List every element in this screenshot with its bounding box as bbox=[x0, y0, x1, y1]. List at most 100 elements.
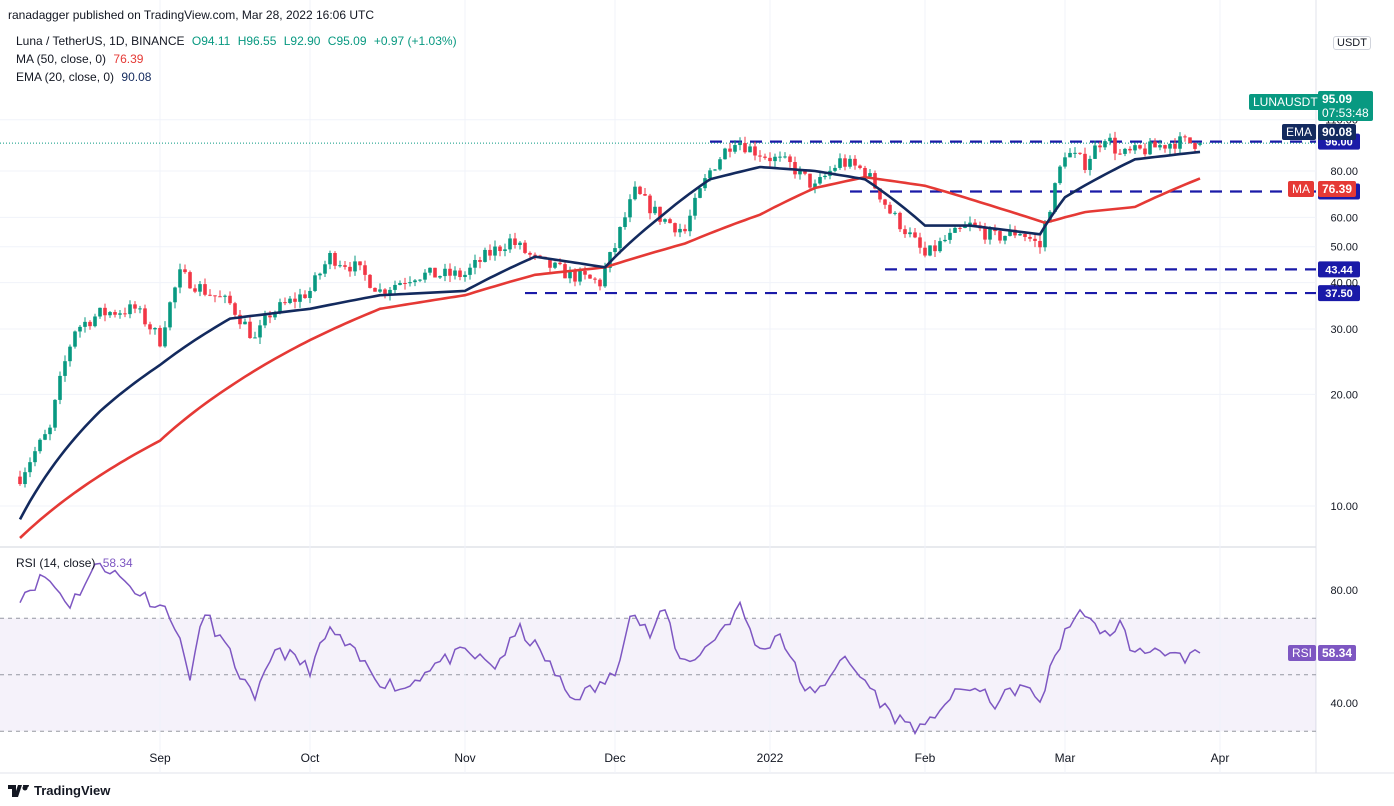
candle-body bbox=[118, 313, 122, 315]
candle-body bbox=[498, 246, 502, 252]
candle-body bbox=[1198, 143, 1202, 145]
candle-body bbox=[443, 268, 447, 277]
ticker-tag: LUNAUSDT bbox=[1249, 94, 1322, 110]
candle-body bbox=[1013, 229, 1017, 236]
candle-body bbox=[358, 261, 362, 266]
candle-body bbox=[328, 253, 332, 265]
symbol-name: Luna / TetherUS, 1D, BINANCE bbox=[16, 34, 185, 48]
candle-body bbox=[663, 219, 667, 222]
candle-body bbox=[578, 270, 582, 282]
candle-body bbox=[493, 246, 497, 256]
price-tick-label: 50.00 bbox=[1330, 242, 1358, 254]
candle-body bbox=[1178, 136, 1182, 149]
candle-body bbox=[1123, 148, 1127, 154]
publisher-line: ranadagger published on TradingView.com,… bbox=[8, 8, 375, 22]
candle-body bbox=[368, 274, 372, 288]
candle-body bbox=[58, 375, 62, 400]
ema-legend-label: EMA (20, close, 0) bbox=[16, 70, 115, 84]
candle-body bbox=[1163, 145, 1167, 149]
candle-body bbox=[953, 227, 957, 233]
candle-body bbox=[658, 206, 662, 222]
candle-body bbox=[938, 241, 942, 252]
candle-body bbox=[133, 304, 137, 309]
candle-body bbox=[503, 249, 507, 252]
ema-tag-value: 90.08 bbox=[1318, 124, 1357, 140]
candle-body bbox=[1098, 145, 1102, 148]
candle-body bbox=[688, 215, 692, 232]
candle-body bbox=[228, 295, 232, 304]
currency-label[interactable]: USDT bbox=[1333, 36, 1371, 50]
time-tick-label: Mar bbox=[1055, 751, 1076, 765]
price-tick-label: 80.00 bbox=[1330, 166, 1358, 178]
candle-body bbox=[103, 307, 107, 316]
candle-body bbox=[1003, 235, 1007, 241]
candle-body bbox=[798, 169, 802, 175]
candle-body bbox=[1033, 238, 1037, 241]
candle-body bbox=[398, 283, 402, 285]
candle-body bbox=[1158, 145, 1162, 148]
candle-body bbox=[788, 156, 792, 163]
candle-body bbox=[198, 284, 202, 292]
tradingview-logo[interactable]: TradingView bbox=[8, 783, 110, 798]
rsi-legend-value: 58.34 bbox=[102, 556, 133, 570]
candle-body bbox=[1058, 166, 1062, 184]
candle-body bbox=[183, 269, 187, 273]
candle-body bbox=[308, 290, 312, 299]
candle-body bbox=[1083, 153, 1087, 170]
candle-body bbox=[823, 175, 827, 178]
price-tick-label: 40.00 bbox=[1330, 278, 1358, 290]
candle-body bbox=[738, 143, 742, 146]
candle-body bbox=[883, 199, 887, 205]
candle-body bbox=[568, 270, 572, 279]
candle-body bbox=[268, 315, 272, 318]
candle-body bbox=[93, 316, 97, 327]
candle-body bbox=[713, 169, 717, 171]
candle-body bbox=[858, 165, 862, 168]
candle-body bbox=[1138, 145, 1142, 149]
candle-body bbox=[833, 167, 837, 171]
tradingview-logo-icon bbox=[8, 784, 29, 797]
candle-body bbox=[558, 262, 562, 265]
candle-body bbox=[673, 223, 677, 233]
candle-body bbox=[1093, 145, 1097, 159]
candle-body bbox=[968, 222, 972, 226]
price-tick-label: 60.00 bbox=[1330, 212, 1358, 224]
candle-body bbox=[273, 312, 277, 318]
candle-body bbox=[318, 273, 322, 276]
candle-body bbox=[83, 321, 87, 327]
candle-body bbox=[163, 327, 167, 347]
close-value: C95.09 bbox=[327, 34, 367, 48]
candle-body bbox=[913, 232, 917, 238]
time-tick-label: Sep bbox=[149, 751, 171, 765]
footer-label: TradingView bbox=[34, 783, 111, 798]
candle-body bbox=[888, 204, 892, 214]
candle-body bbox=[363, 265, 367, 275]
candle-body bbox=[1043, 222, 1047, 248]
candle-body bbox=[208, 294, 212, 296]
candle-body bbox=[1168, 143, 1172, 149]
candle-body bbox=[923, 247, 927, 256]
level-tag-label: 37.50 bbox=[1325, 288, 1353, 300]
price-tick-label: 20.00 bbox=[1330, 389, 1358, 401]
candle-body bbox=[843, 158, 847, 167]
candle-body bbox=[348, 266, 352, 272]
candle-body bbox=[28, 462, 32, 473]
candle-body bbox=[1153, 141, 1157, 148]
candle-body bbox=[853, 158, 857, 166]
candle-body bbox=[223, 295, 227, 297]
candle-body bbox=[653, 206, 657, 214]
candle-body bbox=[238, 314, 242, 325]
candle-body bbox=[593, 278, 597, 280]
countdown-value: 07:53:48 bbox=[1322, 106, 1369, 120]
candle-body bbox=[18, 476, 22, 485]
rsi-legend-label: RSI (14, close) bbox=[16, 556, 96, 570]
candle-body bbox=[608, 252, 612, 268]
candle-body bbox=[138, 308, 142, 310]
candle-body bbox=[378, 289, 382, 292]
candle-body bbox=[1103, 141, 1107, 148]
candle-body bbox=[1018, 234, 1022, 236]
candle-body bbox=[338, 265, 342, 267]
candle-body bbox=[778, 156, 782, 158]
candle-body bbox=[793, 162, 797, 175]
